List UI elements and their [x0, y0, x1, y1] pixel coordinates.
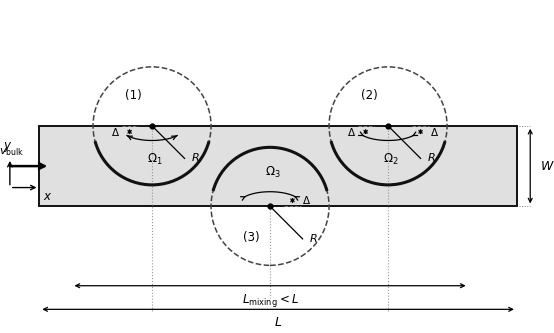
Text: (3): (3): [243, 230, 260, 243]
Text: $R$: $R$: [427, 151, 436, 164]
Text: $\Omega_2$: $\Omega_2$: [383, 152, 398, 167]
Text: $\Delta$: $\Delta$: [302, 194, 311, 206]
Text: $L$: $L$: [274, 316, 282, 329]
Text: $v_\mathrm{bulk}$: $v_\mathrm{bulk}$: [0, 146, 24, 158]
Text: $x$: $x$: [43, 190, 53, 203]
Text: $W$: $W$: [540, 160, 554, 172]
Text: $\Delta$: $\Delta$: [347, 126, 356, 138]
Text: $\Delta$: $\Delta$: [430, 126, 439, 138]
Text: $\Omega_3$: $\Omega_3$: [265, 165, 280, 180]
Text: $R$: $R$: [191, 151, 199, 164]
Text: $L_\mathrm{mixing} < L$: $L_\mathrm{mixing} < L$: [242, 292, 299, 309]
Text: $y$: $y$: [3, 140, 12, 154]
Bar: [39, 126, 517, 206]
Text: $\Omega_1$: $\Omega_1$: [147, 152, 162, 167]
Text: (1): (1): [125, 89, 142, 102]
Text: $\Delta$: $\Delta$: [111, 126, 120, 138]
Text: (2): (2): [361, 89, 378, 102]
Text: $R$: $R$: [309, 232, 317, 244]
